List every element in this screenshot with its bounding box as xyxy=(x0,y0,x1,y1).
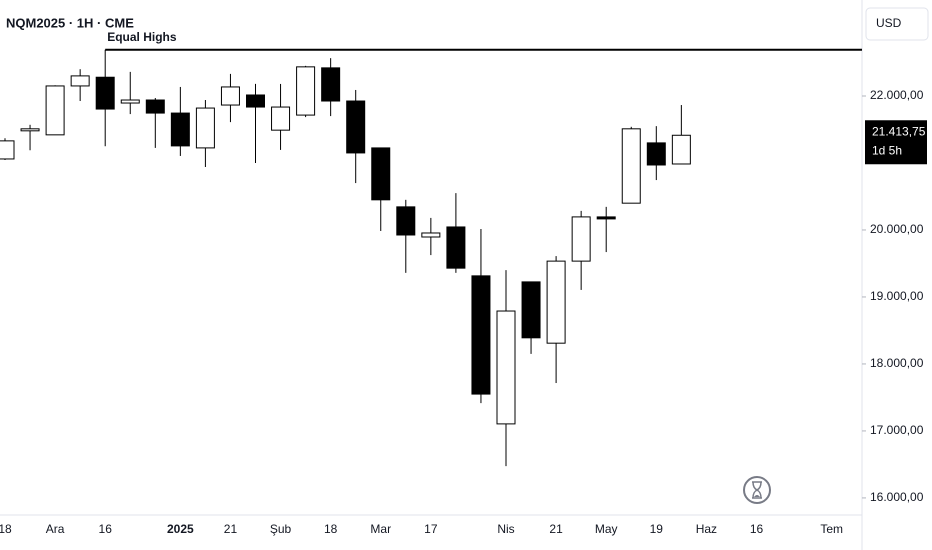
candle xyxy=(45,85,65,136)
chart-title: NQM2025 · 1H · CME xyxy=(6,15,134,30)
x-tick-label: 16 xyxy=(99,522,113,536)
candle-body xyxy=(321,67,341,102)
candle-body xyxy=(471,275,491,395)
candle xyxy=(421,217,441,256)
candle-body xyxy=(496,310,516,425)
candle xyxy=(271,83,291,150)
candle xyxy=(521,281,541,354)
candle xyxy=(95,49,115,147)
y-tick-label: 18.000,00 xyxy=(870,356,924,370)
candle xyxy=(396,199,416,273)
candle xyxy=(0,138,15,160)
candle xyxy=(471,228,491,404)
x-tick-label: 16 xyxy=(750,522,764,536)
price-badge-label: 21.413,75 xyxy=(872,124,926,138)
candle-body xyxy=(546,260,566,344)
x-tick-label: 21 xyxy=(224,522,238,536)
candle-body xyxy=(421,232,441,238)
x-tick-label: 18 xyxy=(324,522,338,536)
candle xyxy=(646,126,666,181)
candle xyxy=(120,71,140,115)
annotation-label: Equal Highs xyxy=(107,30,177,44)
candle xyxy=(296,65,316,118)
currency-label[interactable]: USD xyxy=(876,16,902,30)
x-tick-label: Haz xyxy=(696,522,717,536)
currency-button[interactable] xyxy=(865,7,929,41)
candle xyxy=(571,210,591,290)
price-badge xyxy=(865,120,927,165)
candle-body xyxy=(621,128,641,204)
x-tick-label: May xyxy=(595,522,618,536)
candle-body xyxy=(170,112,190,147)
x-tick-label: Nis xyxy=(497,522,514,536)
candle-body xyxy=(571,216,591,262)
candle-body xyxy=(296,66,316,116)
candle xyxy=(321,58,341,117)
x-tick-label: 18 xyxy=(0,522,12,536)
candle xyxy=(170,86,190,156)
x-tick-label: 19 xyxy=(650,522,664,536)
candle-body xyxy=(70,75,90,87)
candle-body xyxy=(145,99,165,114)
x-tick-label: 21 xyxy=(549,522,563,536)
candle-body xyxy=(396,206,416,236)
x-tick-label: 2025 xyxy=(167,522,194,536)
candle xyxy=(346,89,366,184)
candle-body xyxy=(45,85,65,136)
candle xyxy=(246,83,265,163)
y-tick-label: 20.000,00 xyxy=(870,222,924,236)
candle xyxy=(371,147,391,231)
countdown-label: 1d 5h xyxy=(872,143,902,157)
candle-body xyxy=(596,216,616,220)
hourglass-icon xyxy=(743,476,771,504)
y-tick-label: 17.000,00 xyxy=(870,423,924,437)
candle-body xyxy=(195,107,215,149)
x-tick-label: Mar xyxy=(370,522,391,536)
candle-body xyxy=(646,142,666,166)
candle-body xyxy=(0,140,15,160)
candle xyxy=(621,126,641,204)
candle-body xyxy=(271,106,291,131)
candle xyxy=(671,105,691,165)
candle xyxy=(496,270,516,467)
x-tick-label: Şub xyxy=(270,522,292,536)
candle-body xyxy=(521,281,541,339)
y-tick-label: 16.000,00 xyxy=(870,490,924,504)
candle xyxy=(145,98,165,148)
candle-body xyxy=(371,147,391,201)
candle-body xyxy=(671,134,691,165)
candle-body xyxy=(20,128,40,132)
candle xyxy=(220,73,240,123)
y-tick-label: 22.000,00 xyxy=(870,88,924,102)
candle-body xyxy=(346,100,366,154)
candle xyxy=(70,69,90,102)
candle-body xyxy=(95,76,115,110)
candle-body xyxy=(246,94,265,108)
candle-body xyxy=(220,86,240,106)
x-tick-label: 17 xyxy=(424,522,438,536)
y-tick-label: 19.000,00 xyxy=(870,289,924,303)
candle xyxy=(546,256,566,384)
candle xyxy=(20,124,40,151)
x-tick-label: Ara xyxy=(46,522,65,536)
candle xyxy=(446,193,466,273)
candle-body xyxy=(446,226,466,269)
candle-body xyxy=(120,99,140,104)
candle xyxy=(195,100,215,167)
x-tick-label: Tem xyxy=(820,522,843,536)
candle xyxy=(596,206,616,253)
